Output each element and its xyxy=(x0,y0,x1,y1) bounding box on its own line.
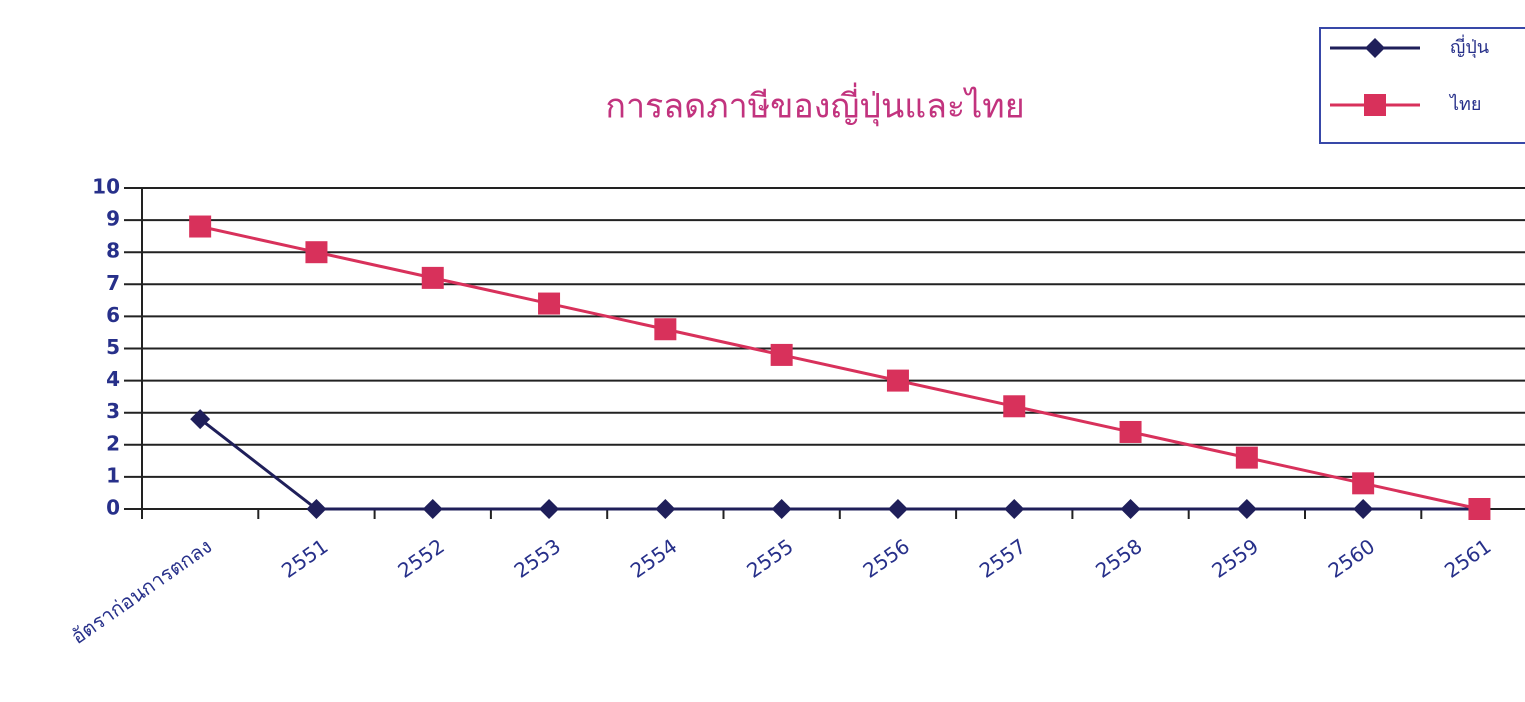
data-point xyxy=(1352,472,1375,495)
legend-label: ไทย xyxy=(1448,93,1481,115)
data-point xyxy=(305,241,328,264)
data-point xyxy=(886,369,909,392)
data-point xyxy=(538,292,561,315)
data-point xyxy=(1236,499,1257,519)
data-point xyxy=(887,499,908,519)
x-tick-label: 2552 xyxy=(393,534,448,583)
x-tick-label: 2556 xyxy=(859,534,914,583)
x-tick-label: 2558 xyxy=(1091,534,1146,583)
x-tick-label: 2559 xyxy=(1207,534,1262,583)
data-point xyxy=(1353,499,1374,519)
data-point xyxy=(421,266,444,289)
legend-marker xyxy=(1364,94,1386,116)
x-tick-label: 2551 xyxy=(277,534,332,583)
data-point xyxy=(654,318,677,341)
x-tick-label: 2561 xyxy=(1440,534,1495,583)
data-point xyxy=(189,215,212,238)
data-point xyxy=(770,343,793,366)
data-point xyxy=(771,499,792,519)
data-point xyxy=(1120,499,1141,519)
y-tick-label: 0 xyxy=(106,496,120,520)
y-tick-label: 3 xyxy=(106,399,120,423)
y-tick-label: 1 xyxy=(106,463,120,487)
x-tick-label: 2560 xyxy=(1324,534,1379,583)
data-point xyxy=(1003,395,1026,418)
y-tick-label: 4 xyxy=(106,367,120,391)
x-tick-label: อัตราก่อนการตกลง xyxy=(66,534,216,649)
y-tick-label: 7 xyxy=(106,271,120,295)
y-tick-label: 6 xyxy=(106,303,120,327)
data-point xyxy=(306,499,327,519)
data-point xyxy=(422,499,443,519)
legend-box xyxy=(1319,27,1525,144)
data-point xyxy=(1235,446,1258,469)
y-tick-label: 10 xyxy=(92,175,120,199)
y-tick-label: 2 xyxy=(106,431,120,455)
data-point xyxy=(655,499,676,519)
x-tick-label: 2554 xyxy=(626,534,681,583)
data-point xyxy=(190,409,211,430)
data-point xyxy=(1119,420,1142,443)
y-tick-label: 8 xyxy=(106,239,120,263)
legend-label: ญี่ปุ่น xyxy=(1450,34,1489,58)
data-point xyxy=(1468,498,1491,520)
x-tick-label: 2557 xyxy=(975,534,1030,583)
legend-marker xyxy=(1365,38,1385,58)
series-line xyxy=(199,225,1480,511)
x-tick-label: 2553 xyxy=(510,534,565,583)
data-point xyxy=(539,499,560,519)
chart-title: การลดภาษีของญี่ปุ่นและไทย xyxy=(605,83,1024,127)
y-tick-label: 5 xyxy=(106,335,120,359)
series-line xyxy=(199,417,1480,511)
y-tick-label: 9 xyxy=(106,207,120,231)
x-tick-label: 2555 xyxy=(742,534,797,583)
data-point xyxy=(1004,499,1025,519)
